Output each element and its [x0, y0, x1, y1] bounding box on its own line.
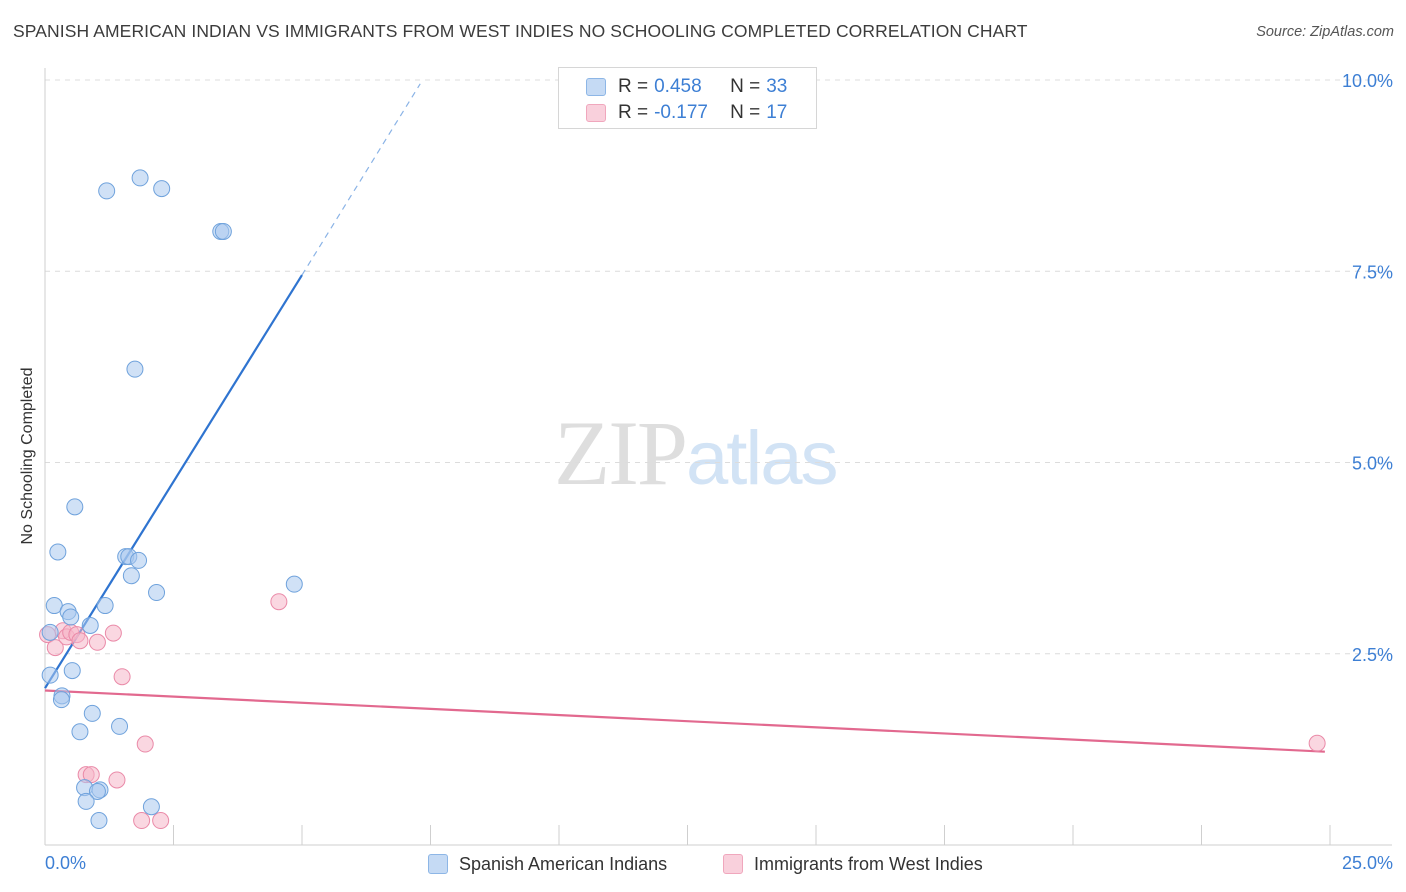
x-tick-label: 0.0%: [45, 853, 86, 873]
point-immigrants-west-indies: [104, 624, 122, 642]
watermark-zip: ZIP: [554, 402, 688, 504]
series-legend-immigrants-west-indies: Immigrants from West Indies: [723, 852, 983, 876]
legend-row-immigrants-west-indies: R = -0.177 N = 17: [559, 100, 787, 126]
point-immigrants-west-indies: [88, 633, 106, 651]
series-swatch-pink: [723, 854, 743, 874]
point-spanish-american-indians: [142, 798, 160, 816]
legend-n-value: 33: [766, 76, 788, 97]
legend-n-label: N =: [730, 76, 761, 97]
legend-r-value: 0.458: [654, 76, 702, 97]
point-immigrants-west-indies: [152, 812, 170, 830]
trend-line-immigrants-west-indies: [44, 689, 1325, 753]
point-spanish-american-indians: [130, 551, 148, 569]
trend-line-extension-spanish-american-indians: [301, 83, 421, 276]
point-spanish-american-indians: [62, 608, 80, 626]
point-spanish-american-indians: [77, 792, 95, 810]
point-spanish-american-indians: [88, 782, 106, 800]
point-immigrants-west-indies: [46, 639, 64, 657]
point-spanish-american-indians: [96, 597, 114, 615]
source-credit: Source: ZipAtlas.com: [1256, 24, 1394, 40]
series-name: Spanish American Indians: [459, 853, 668, 874]
point-spanish-american-indians: [126, 360, 144, 378]
point-spanish-american-indians: [52, 691, 70, 709]
gridlines: [45, 79, 1392, 655]
point-immigrants-west-indies: [113, 668, 131, 686]
point-spanish-american-indians: [131, 169, 149, 187]
point-immigrants-west-indies: [136, 735, 154, 753]
point-spanish-american-indians: [90, 812, 108, 830]
trend-lines: [44, 83, 1325, 753]
point-spanish-american-indians: [41, 623, 59, 641]
legend-r-label: R =: [618, 76, 649, 97]
point-spanish-american-indians: [122, 567, 140, 585]
series-legend-spanish-american-indians: Spanish American Indians: [428, 852, 667, 876]
series-name: Immigrants from West Indies: [754, 853, 983, 874]
series-swatch-blue: [428, 854, 448, 874]
point-immigrants-west-indies: [270, 593, 288, 611]
point-immigrants-west-indies: [71, 632, 89, 650]
x-tick-label: 25.0%: [1342, 853, 1393, 873]
legend-r-label: R =: [618, 102, 649, 123]
legend-swatch-pink: [586, 104, 606, 122]
y-tick-label: 7.5%: [1352, 262, 1393, 282]
point-spanish-american-indians: [153, 180, 171, 198]
tick-labels: 2.5% 5.0% 7.5% 10.0% 0.0% 25.0%: [45, 71, 1393, 873]
y-tick-label: 5.0%: [1352, 454, 1393, 474]
point-spanish-american-indians: [148, 584, 166, 602]
legend-n-value: 17: [766, 102, 788, 123]
y-tick-label: 10.0%: [1342, 71, 1393, 91]
legend-row-spanish-american-indians: R = 0.458 N = 33: [559, 74, 787, 100]
point-immigrants-west-indies: [1308, 734, 1326, 752]
point-spanish-american-indians: [63, 662, 81, 680]
y-tick-label: 2.5%: [1352, 645, 1393, 665]
chart-title: SPANISH AMERICAN INDIAN VS IMMIGRANTS FR…: [13, 21, 1028, 41]
correlation-legend: R = 0.458 N = 33 R = -0.177 N = 17: [558, 67, 817, 129]
y-axis-label: No Schooling Completed: [19, 367, 36, 545]
legend-n-label: N =: [730, 102, 761, 123]
point-spanish-american-indians: [285, 575, 303, 593]
point-spanish-american-indians: [98, 182, 116, 200]
axes: [44, 68, 1392, 846]
point-spanish-american-indians: [71, 723, 89, 741]
point-spanish-american-indians: [66, 498, 84, 516]
point-spanish-american-indians: [214, 222, 232, 240]
legend-r-value: -0.177: [654, 102, 708, 123]
point-immigrants-west-indies: [133, 812, 151, 830]
point-spanish-american-indians: [81, 616, 99, 634]
watermark: ZIPatlas: [554, 400, 839, 506]
point-spanish-american-indians: [41, 666, 59, 684]
point-spanish-american-indians: [49, 543, 67, 561]
data-points: [39, 169, 1326, 830]
point-immigrants-west-indies: [108, 771, 126, 789]
watermark-atlas: atlas: [686, 416, 839, 501]
legend-swatch-blue: [586, 78, 606, 96]
point-spanish-american-indians: [83, 704, 101, 722]
point-spanish-american-indians: [111, 717, 129, 735]
